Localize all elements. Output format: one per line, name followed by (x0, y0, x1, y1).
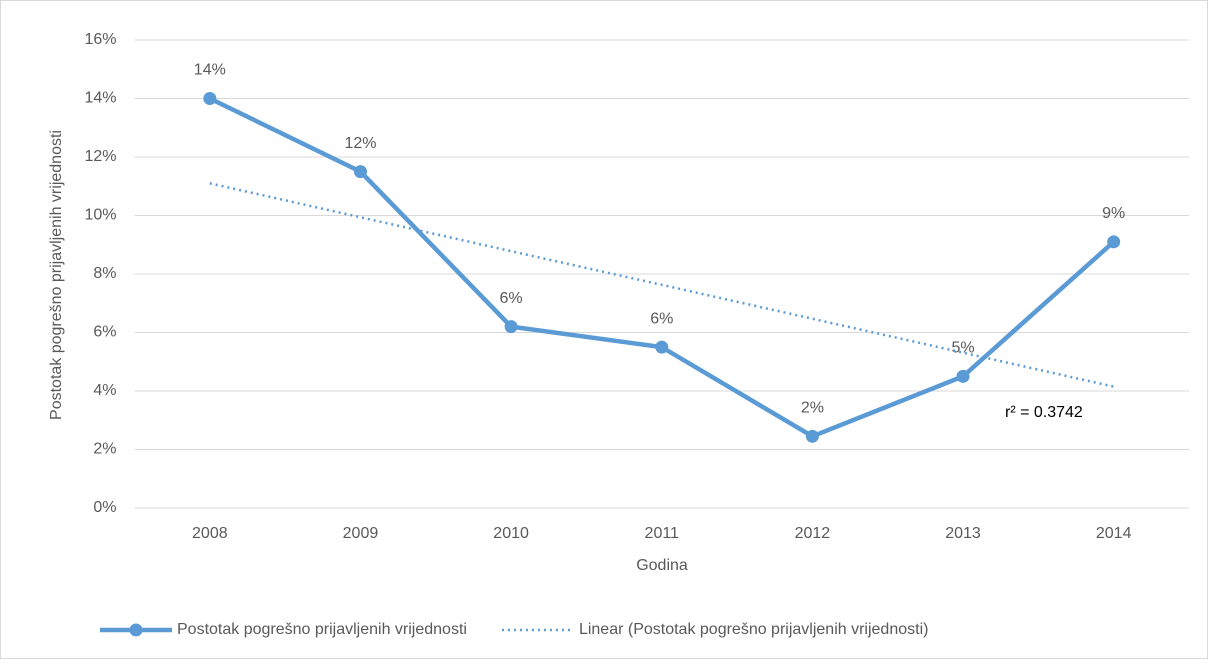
x-axis-label: Godina (636, 557, 688, 574)
point (353, 165, 367, 179)
point (805, 429, 819, 443)
point (504, 320, 518, 334)
data-label: 2% (801, 400, 824, 417)
y-tick-label: 2% (93, 441, 116, 458)
y-tick-label: 12% (84, 148, 116, 165)
y-axis-label: Postotak pogrešno prijavljenih vrijednos… (48, 130, 65, 420)
y-tick-label: 16% (84, 31, 116, 48)
y-tick-label: 8% (93, 265, 116, 282)
y-tick-label: 6% (93, 324, 116, 341)
x-tick-label: 2014 (1096, 525, 1132, 542)
legend-label: Linear (Postotak pogrešno prijavljenih v… (579, 621, 929, 638)
x-tick-label: 2008 (192, 525, 228, 542)
y-tick-label: 4% (93, 382, 116, 399)
data-label: 6% (650, 310, 673, 327)
legend-marker (129, 623, 143, 637)
point (956, 369, 970, 383)
data-label: 9% (1102, 205, 1125, 222)
data-label: 6% (500, 290, 523, 307)
x-tick-label: 2010 (493, 525, 529, 542)
x-tick-label: 2011 (645, 525, 680, 542)
y-tick-label: 14% (84, 90, 116, 107)
x-tick-label: 2012 (795, 525, 831, 542)
y-tick-label: 10% (84, 207, 116, 224)
x-tick-label: 2013 (945, 525, 981, 542)
point (655, 340, 669, 354)
x-tick-label: 2009 (343, 525, 379, 542)
data-label: 12% (344, 135, 376, 152)
trend-line (209, 182, 1114, 388)
point (1107, 235, 1121, 249)
data-label: 5% (951, 340, 974, 357)
annotation: r² = 0.3742 (1005, 404, 1083, 421)
point (203, 92, 217, 105)
y-tick-label: 0% (93, 499, 116, 516)
data-label: 14% (194, 62, 226, 79)
legend-label: Postotak pogrešno prijavljenih vrijednos… (177, 621, 467, 638)
